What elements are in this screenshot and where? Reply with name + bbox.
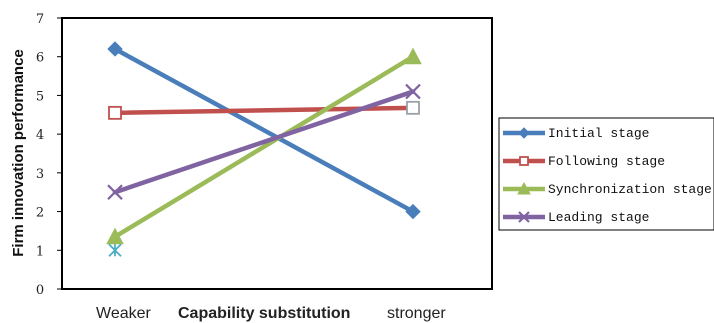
extra-data-point-1 [108, 243, 122, 257]
legend-item-2: Following stage [503, 154, 665, 169]
data-point-2-1 [108, 105, 122, 120]
legend-box [498, 117, 714, 231]
data-point-1-1 [107, 41, 123, 57]
legend-label: Synchronization stage [548, 182, 712, 197]
y-tick-label: 0 [36, 283, 44, 298]
x-label-weaker: Weaker [96, 305, 152, 322]
y-axis-title-group: Firm innovation performance [10, 49, 27, 257]
data-point-3-2 [404, 47, 422, 65]
series-line-4 [112, 89, 416, 195]
data-point-2-2 [406, 100, 420, 115]
legend-marker [518, 127, 530, 139]
data-point-3-1 [106, 227, 124, 245]
x-axis-title: Capability substitution [178, 305, 350, 322]
series-markers [106, 41, 422, 257]
y-tick-label: 3 [36, 167, 44, 182]
legend-marker [519, 156, 529, 166]
y-tick-label: 2 [36, 206, 44, 221]
x-axis-label: Weaker Capability substitution stronger [96, 305, 446, 322]
series-line-1 [112, 46, 416, 214]
legend-items: Initial stage Following stage Synchronizat… [503, 126, 712, 225]
legend-label: Leading stage [548, 210, 649, 225]
y-tick-label: 5 [36, 89, 44, 104]
series-line-3 [112, 54, 416, 239]
x-label-stronger: stronger [387, 305, 446, 322]
data-point-4-2 [405, 83, 421, 100]
legend: Initial stage Following stage Synchronizat… [498, 117, 714, 231]
y-tick-label: 6 [36, 51, 44, 66]
data-point-1-2 [405, 203, 421, 220]
legend-marker [517, 181, 531, 195]
legend-marker [518, 211, 530, 223]
y-tick-label: 4 [36, 128, 44, 143]
legend-label: Following stage [548, 154, 665, 169]
legend-label: Initial stage [548, 126, 649, 141]
y-axis-ticks: 0 1 2 3 4 5 6 7 [36, 12, 62, 298]
legend-item-3: Synchronization stage [503, 181, 712, 197]
y-tick-label: 7 [36, 12, 44, 27]
y-tick-label: 1 [36, 244, 44, 259]
data-point-4-1 [107, 184, 123, 200]
plot-area [61, 17, 493, 290]
y-axis-title: Firm innovation performance [10, 49, 27, 257]
legend-item-1: Initial stage [503, 126, 649, 141]
legend-item-4: Leading stage [503, 210, 649, 225]
series-lines [112, 46, 416, 239]
